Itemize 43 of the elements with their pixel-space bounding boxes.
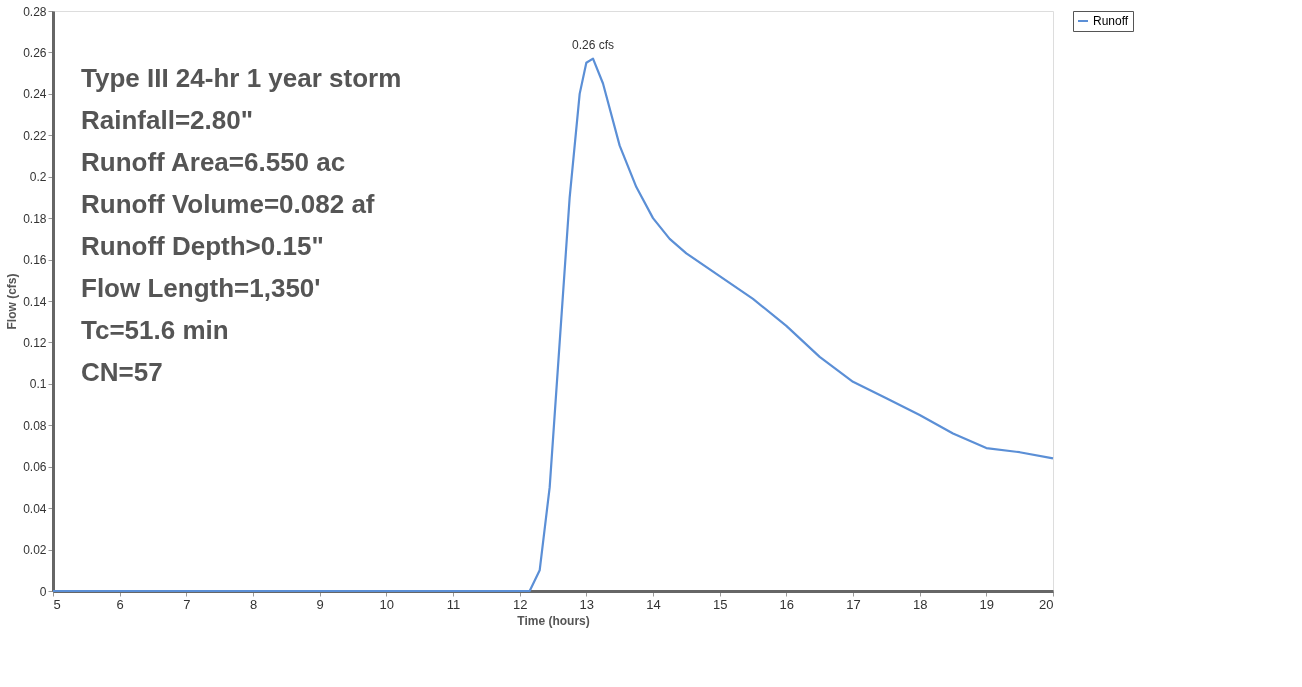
annotation: Runoff Area=6.550 ac: [81, 147, 346, 177]
y-tick-label: 0: [39, 584, 47, 599]
y-tick-label: 0.12: [23, 335, 47, 350]
annotation: Flow Length=1,350': [81, 273, 321, 303]
x-tick-label: 16: [779, 596, 795, 612]
legend-label: Runoff: [1093, 14, 1129, 28]
y-axis-title: Flow (cfs): [5, 273, 20, 330]
annotation: Type III 24-hr 1 year storm: [81, 63, 402, 93]
y-tick-label: 0.02: [23, 543, 47, 558]
annotation: Runoff Depth>0.15": [81, 231, 324, 261]
annotation: CN=57: [81, 357, 163, 387]
y-tick-label: 0.22: [23, 128, 47, 143]
x-tick-label: 20: [1039, 596, 1054, 612]
x-tick-label: 10: [379, 596, 395, 612]
y-tick-label: 0.06: [23, 460, 47, 475]
x-axis-title: Time (hours): [517, 613, 590, 628]
x-tick-label: 18: [912, 596, 928, 612]
y-tick-label: 0.1: [29, 377, 47, 392]
y-tick-label: 0.08: [23, 418, 47, 433]
x-tick-label: 6: [116, 596, 124, 612]
y-tick-label: 0.04: [23, 501, 47, 516]
annotation: Rainfall=2.80": [81, 105, 254, 135]
x-tick-label: 8: [249, 596, 258, 612]
y-tick-label: 0.18: [23, 211, 47, 226]
x-tick-label: 14: [646, 596, 661, 612]
annotation: Tc=51.6 min: [81, 315, 229, 345]
x-tick-label: 12: [512, 596, 528, 612]
x-tick-label: 17: [846, 596, 861, 612]
y-tick-label: 0.16: [23, 253, 47, 268]
x-tick-label: 11: [446, 596, 461, 612]
x-tick-label: 9: [316, 596, 324, 612]
x-tick-label: 15: [712, 596, 728, 612]
x-tick-label: 7: [183, 596, 191, 612]
x-tick-label: 5: [53, 596, 61, 612]
y-tick-label: 0.24: [23, 87, 47, 102]
annotation: 0.26 cfs: [571, 37, 615, 52]
y-tick-label: 0.28: [23, 4, 47, 19]
annotation: Runoff Volume=0.082 af: [81, 189, 375, 219]
y-tick-label: 0.26: [23, 45, 47, 60]
y-tick-label: 0.14: [23, 294, 47, 309]
y-tick-label: 0.2: [29, 170, 47, 185]
x-tick-label: 13: [579, 596, 595, 612]
x-tick-label: 19: [979, 596, 995, 612]
